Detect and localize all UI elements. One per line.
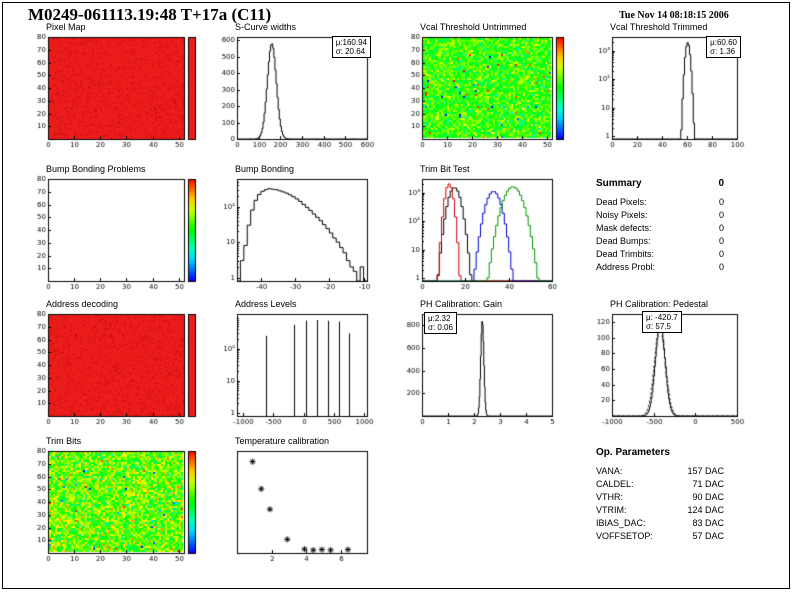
summary-row: Dead Pixels: 0 <box>596 196 724 209</box>
ph-gain-chart <box>398 310 560 432</box>
panel-ph-gain: PH Calibration: Gain μ:2.32 σ: 0.06 <box>398 299 560 432</box>
summary-row: Dead Trimbits: 0 <box>596 248 724 261</box>
bump-problems-chart <box>24 175 202 297</box>
chart-title: Bump Bonding <box>235 164 295 174</box>
trim-bit-test-chart <box>398 175 560 297</box>
canvas-frame <box>2 2 790 589</box>
panel-ph-pedestal: PH Calibration: Pedestal μ: -420.7 σ: 57… <box>588 299 745 432</box>
chart-title: Trim Bit Test <box>420 164 470 174</box>
stats-sigma: σ: 0.06 <box>428 323 453 332</box>
op-parameter-value: 83 DAC <box>692 518 724 528</box>
op-parameter-label: VANA: <box>596 466 623 476</box>
summary-row-value: 0 <box>718 210 724 220</box>
summary-row-label: Dead Bumps: <box>596 236 651 246</box>
summary-block: Summary 0 Dead Pixels: 0 Noisy Pixels: 0… <box>596 178 724 274</box>
stats-mu: μ: -420.7 <box>646 313 678 322</box>
panel-address-levels: Address Levels <box>213 299 375 432</box>
op-parameter-value: 90 DAC <box>692 492 724 502</box>
summary-row: Dead Bumps: 0 <box>596 235 724 248</box>
panel-vcal-untrimmed: Vcal Threshold Untrimmed <box>398 22 570 155</box>
pixel-map-chart <box>24 33 202 155</box>
stats-box: μ: -420.7 σ: 57.5 <box>642 311 682 333</box>
panel-scurve-widths: S-Curve widths μ:160.94 σ: 20.64 <box>213 22 375 155</box>
chart-title: Vcal Threshold Untrimmed <box>420 22 527 32</box>
chart-title: Pixel Map <box>46 22 86 32</box>
panel-trim-bits: Trim Bits <box>24 436 202 569</box>
panel-temp-cal: Temperature calibration <box>213 436 375 569</box>
op-parameters-block: Op. Parameters VANA: 157 DAC CALDEL: 71 … <box>596 447 724 543</box>
op-parameters-title: Op. Parameters <box>596 447 670 458</box>
chart-title: S-Curve widths <box>235 22 297 32</box>
stats-box: μ:160.94 σ: 20.64 <box>331 36 371 58</box>
op-parameter-value: 157 DAC <box>687 466 724 476</box>
op-parameters-title-row: Op. Parameters <box>596 447 724 458</box>
summary-row: Mask defects: 0 <box>596 222 724 235</box>
panel-bump-problems: Bump Bonding Problems <box>24 164 202 297</box>
op-parameter-value: 71 DAC <box>692 479 724 489</box>
address-decoding-chart <box>24 310 202 432</box>
op-parameter-value: 124 DAC <box>687 505 724 515</box>
stats-mu: μ:2.32 <box>428 314 451 323</box>
panel-trim-bit-test: Trim Bit Test <box>398 164 560 297</box>
op-parameter-value: 57 DAC <box>692 531 724 541</box>
op-parameter-label: VOFFSETOP: <box>596 531 653 541</box>
op-parameter-row: VTRIM: 124 DAC <box>596 504 724 517</box>
op-parameter-label: IBIAS_DAC: <box>596 518 646 528</box>
stats-box: μ:60.60 σ: 1.36 <box>706 36 741 58</box>
summary-row-label: Dead Pixels: <box>596 197 647 207</box>
summary-row-label: Mask defects: <box>596 223 652 233</box>
panel-vcal-trimmed: Vcal Threshold Trimmed μ:60.60 σ: 1.36 <box>588 22 745 155</box>
panel-pixel-map: Pixel Map <box>24 22 202 155</box>
stats-mu: μ:60.60 <box>710 38 737 47</box>
summary-row-value: 0 <box>718 197 724 207</box>
summary-row-value: 0 <box>718 236 724 246</box>
summary-total: 0 <box>718 178 724 189</box>
summary-row-value: 0 <box>718 249 724 259</box>
chart-title: Temperature calibration <box>235 436 330 446</box>
timestamp: Tue Nov 14 08:18:15 2006 <box>619 10 729 21</box>
summary-row-label: Noisy Pixels: <box>596 210 648 220</box>
op-parameter-label: VTHR: <box>596 492 623 502</box>
vcal-untrimmed-chart <box>398 33 570 155</box>
stats-box: μ:2.32 σ: 0.06 <box>424 312 457 334</box>
trim-bits-chart <box>24 447 202 569</box>
chart-title: Address Levels <box>235 299 297 309</box>
op-parameter-row: VTHR: 90 DAC <box>596 491 724 504</box>
address-levels-chart <box>213 310 375 432</box>
bump-bonding-chart <box>213 175 375 297</box>
stats-mu: μ:160.94 <box>335 38 367 47</box>
summary-row-label: Address Probl: <box>596 262 656 272</box>
op-parameter-row: VANA: 157 DAC <box>596 465 724 478</box>
summary-row-value: 0 <box>718 223 724 233</box>
summary-row-value: 0 <box>718 262 724 272</box>
summary-row: Noisy Pixels: 0 <box>596 209 724 222</box>
chart-title: Trim Bits <box>46 436 82 446</box>
stats-sigma: σ: 20.64 <box>335 47 366 56</box>
op-parameter-label: CALDEL: <box>596 479 634 489</box>
chart-title: PH Calibration: Gain <box>420 299 503 309</box>
op-parameter-row: IBIAS_DAC: 83 DAC <box>596 517 724 530</box>
stats-sigma: σ: 1.36 <box>710 47 736 56</box>
summary-title: Summary <box>596 178 642 189</box>
op-parameter-row: CALDEL: 71 DAC <box>596 478 724 491</box>
chart-title: Bump Bonding Problems <box>46 164 146 174</box>
panel-address-decoding: Address decoding <box>24 299 202 432</box>
summary-title-row: Summary 0 <box>596 178 724 189</box>
panel-bump-bonding: Bump Bonding <box>213 164 375 297</box>
chart-title: Address decoding <box>46 299 119 309</box>
summary-row: Address Probl: 0 <box>596 261 724 274</box>
summary-row-label: Dead Trimbits: <box>596 249 655 259</box>
temperature-calibration-chart <box>213 447 375 569</box>
op-parameter-row: VOFFSETOP: 57 DAC <box>596 530 724 543</box>
op-parameter-label: VTRIM: <box>596 505 627 515</box>
page-title: M0249-061113.19:48 T+17a (C11) <box>28 5 272 24</box>
chart-title: Vcal Threshold Trimmed <box>610 22 708 32</box>
stats-sigma: σ: 57.5 <box>646 322 671 331</box>
chart-title: PH Calibration: Pedestal <box>610 299 709 309</box>
